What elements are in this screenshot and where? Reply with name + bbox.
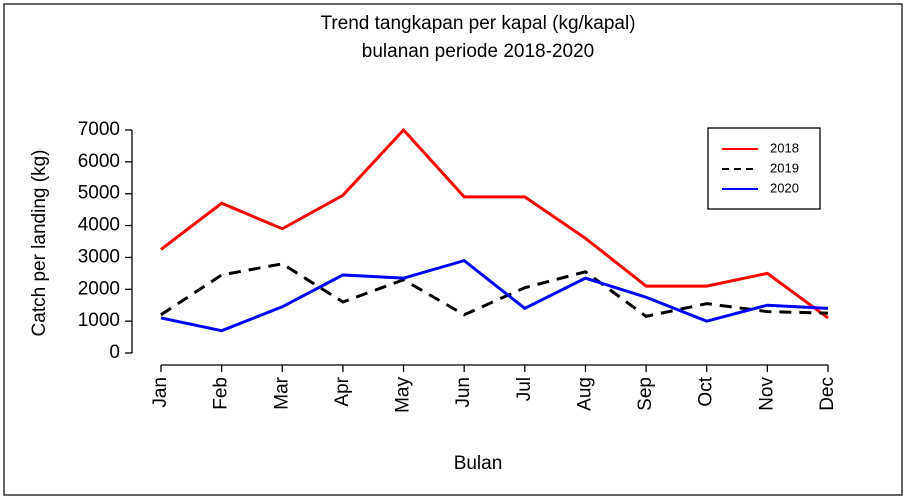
y-tick-label: 4000 <box>78 215 120 236</box>
y-tick-label: 1000 <box>78 310 120 331</box>
x-tick-label: Oct <box>696 376 717 406</box>
y-tick-label: 6000 <box>78 151 120 172</box>
x-tick-label: May <box>393 377 414 413</box>
legend-label: 2019 <box>770 160 799 175</box>
x-axis-label: Bulan <box>454 453 503 474</box>
x-tick-label: Nov <box>756 377 777 411</box>
x-tick-label: Jul <box>514 377 535 401</box>
x-tick-label: Jun <box>453 377 474 408</box>
x-tick-label: Feb <box>211 377 232 410</box>
chart-subtitle: bulanan periode 2018-2020 <box>362 41 594 62</box>
x-tick-label: Jan <box>150 377 171 408</box>
line-series <box>160 127 829 320</box>
x-tick-label: Sep <box>635 377 656 411</box>
x-tick-label: Aug <box>574 377 595 411</box>
y-tick-label: 7000 <box>78 119 120 140</box>
x-tick-label: Mar <box>271 376 292 409</box>
y-tick-label: 3000 <box>78 246 120 267</box>
line-series <box>160 258 829 333</box>
line-series <box>160 262 829 318</box>
frame <box>3 3 903 496</box>
chart-title: Trend tangkapan per kapal (kg/kapal) <box>320 13 635 34</box>
legend-label: 2018 <box>770 140 799 155</box>
x-tick-label: Apr <box>332 376 353 406</box>
y-axis-label: Catch per landing (kg) <box>29 150 50 337</box>
y-tick-label: 2000 <box>78 278 120 299</box>
y-tick-label: 5000 <box>78 183 120 204</box>
legend-label: 2020 <box>770 180 799 195</box>
y-tick-label: 0 <box>109 342 120 363</box>
x-tick-label: Dec <box>817 377 838 411</box>
